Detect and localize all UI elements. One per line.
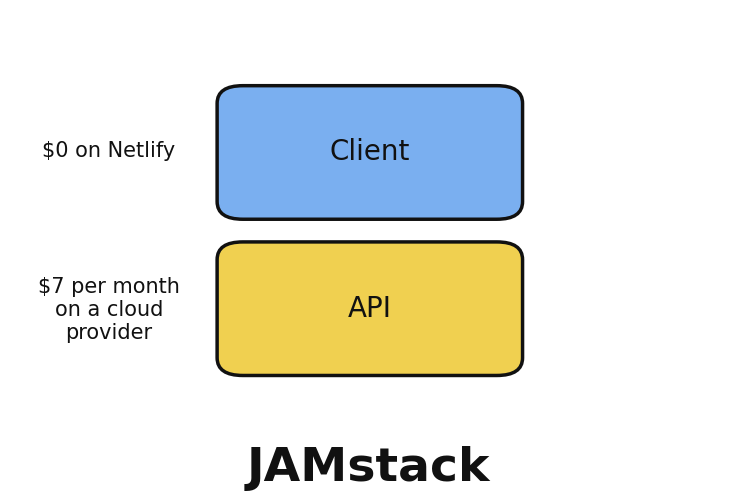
- Text: API: API: [348, 295, 392, 323]
- FancyBboxPatch shape: [217, 86, 523, 219]
- Text: Client: Client: [330, 139, 410, 166]
- Text: $7 per month
on a cloud
provider: $7 per month on a cloud provider: [38, 277, 180, 343]
- Text: $0 on Netlify: $0 on Netlify: [42, 141, 176, 161]
- FancyBboxPatch shape: [217, 242, 523, 375]
- Text: JAMstack: JAMstack: [247, 446, 489, 491]
